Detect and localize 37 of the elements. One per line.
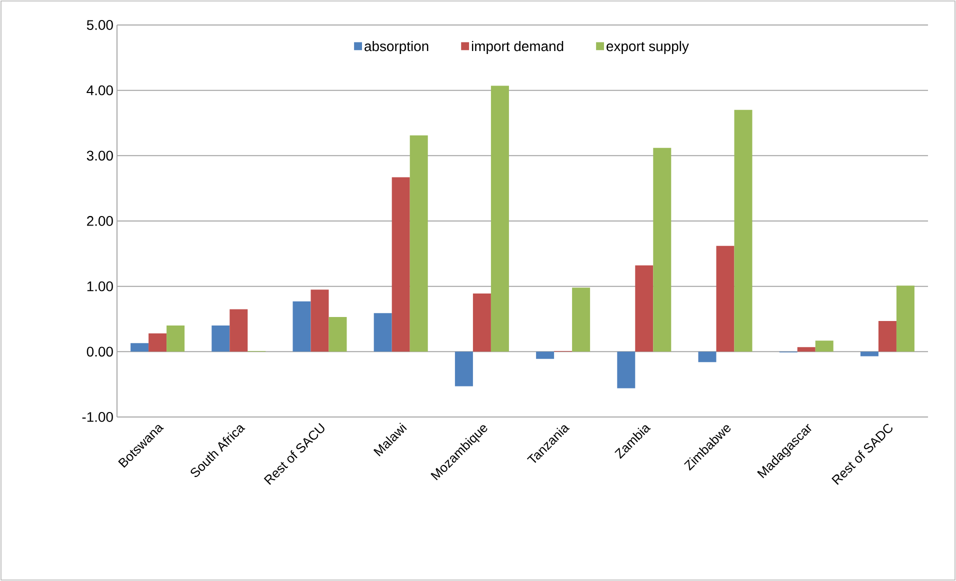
y-tick-label: 4.00 — [86, 85, 113, 96]
bar — [734, 110, 752, 352]
bar — [130, 343, 149, 352]
y-tick-label: 5.00 — [86, 20, 113, 30]
bar — [472, 294, 491, 352]
bar — [635, 265, 654, 352]
bar — [310, 290, 329, 352]
bar — [212, 326, 230, 352]
bar — [292, 301, 311, 352]
bar — [896, 286, 914, 352]
bar — [572, 288, 590, 352]
bar — [815, 340, 834, 352]
y-tick-label: -1.00 — [82, 412, 113, 422]
bar — [698, 352, 716, 362]
bar — [148, 333, 167, 352]
bar — [797, 347, 816, 352]
bar — [490, 86, 509, 352]
bar — [328, 317, 347, 352]
bar — [653, 148, 672, 352]
legend-label: export supply — [606, 40, 689, 54]
bar — [860, 352, 878, 356]
bar — [410, 135, 428, 352]
bar — [878, 320, 896, 352]
bar — [617, 352, 636, 388]
bar — [374, 313, 392, 352]
legend-label: import demand — [472, 40, 564, 54]
bar — [392, 177, 410, 352]
bar — [230, 309, 248, 352]
bar — [536, 352, 554, 359]
legend-label: absorption — [364, 40, 428, 54]
y-tick-label: 0.00 — [86, 346, 113, 357]
y-tick-label: 2.00 — [87, 216, 113, 226]
bar — [716, 246, 734, 352]
bar — [166, 326, 185, 352]
y-tick-label: 1.00 — [87, 281, 113, 292]
bar — [454, 352, 473, 386]
y-tick-label: 3.00 — [86, 150, 113, 161]
